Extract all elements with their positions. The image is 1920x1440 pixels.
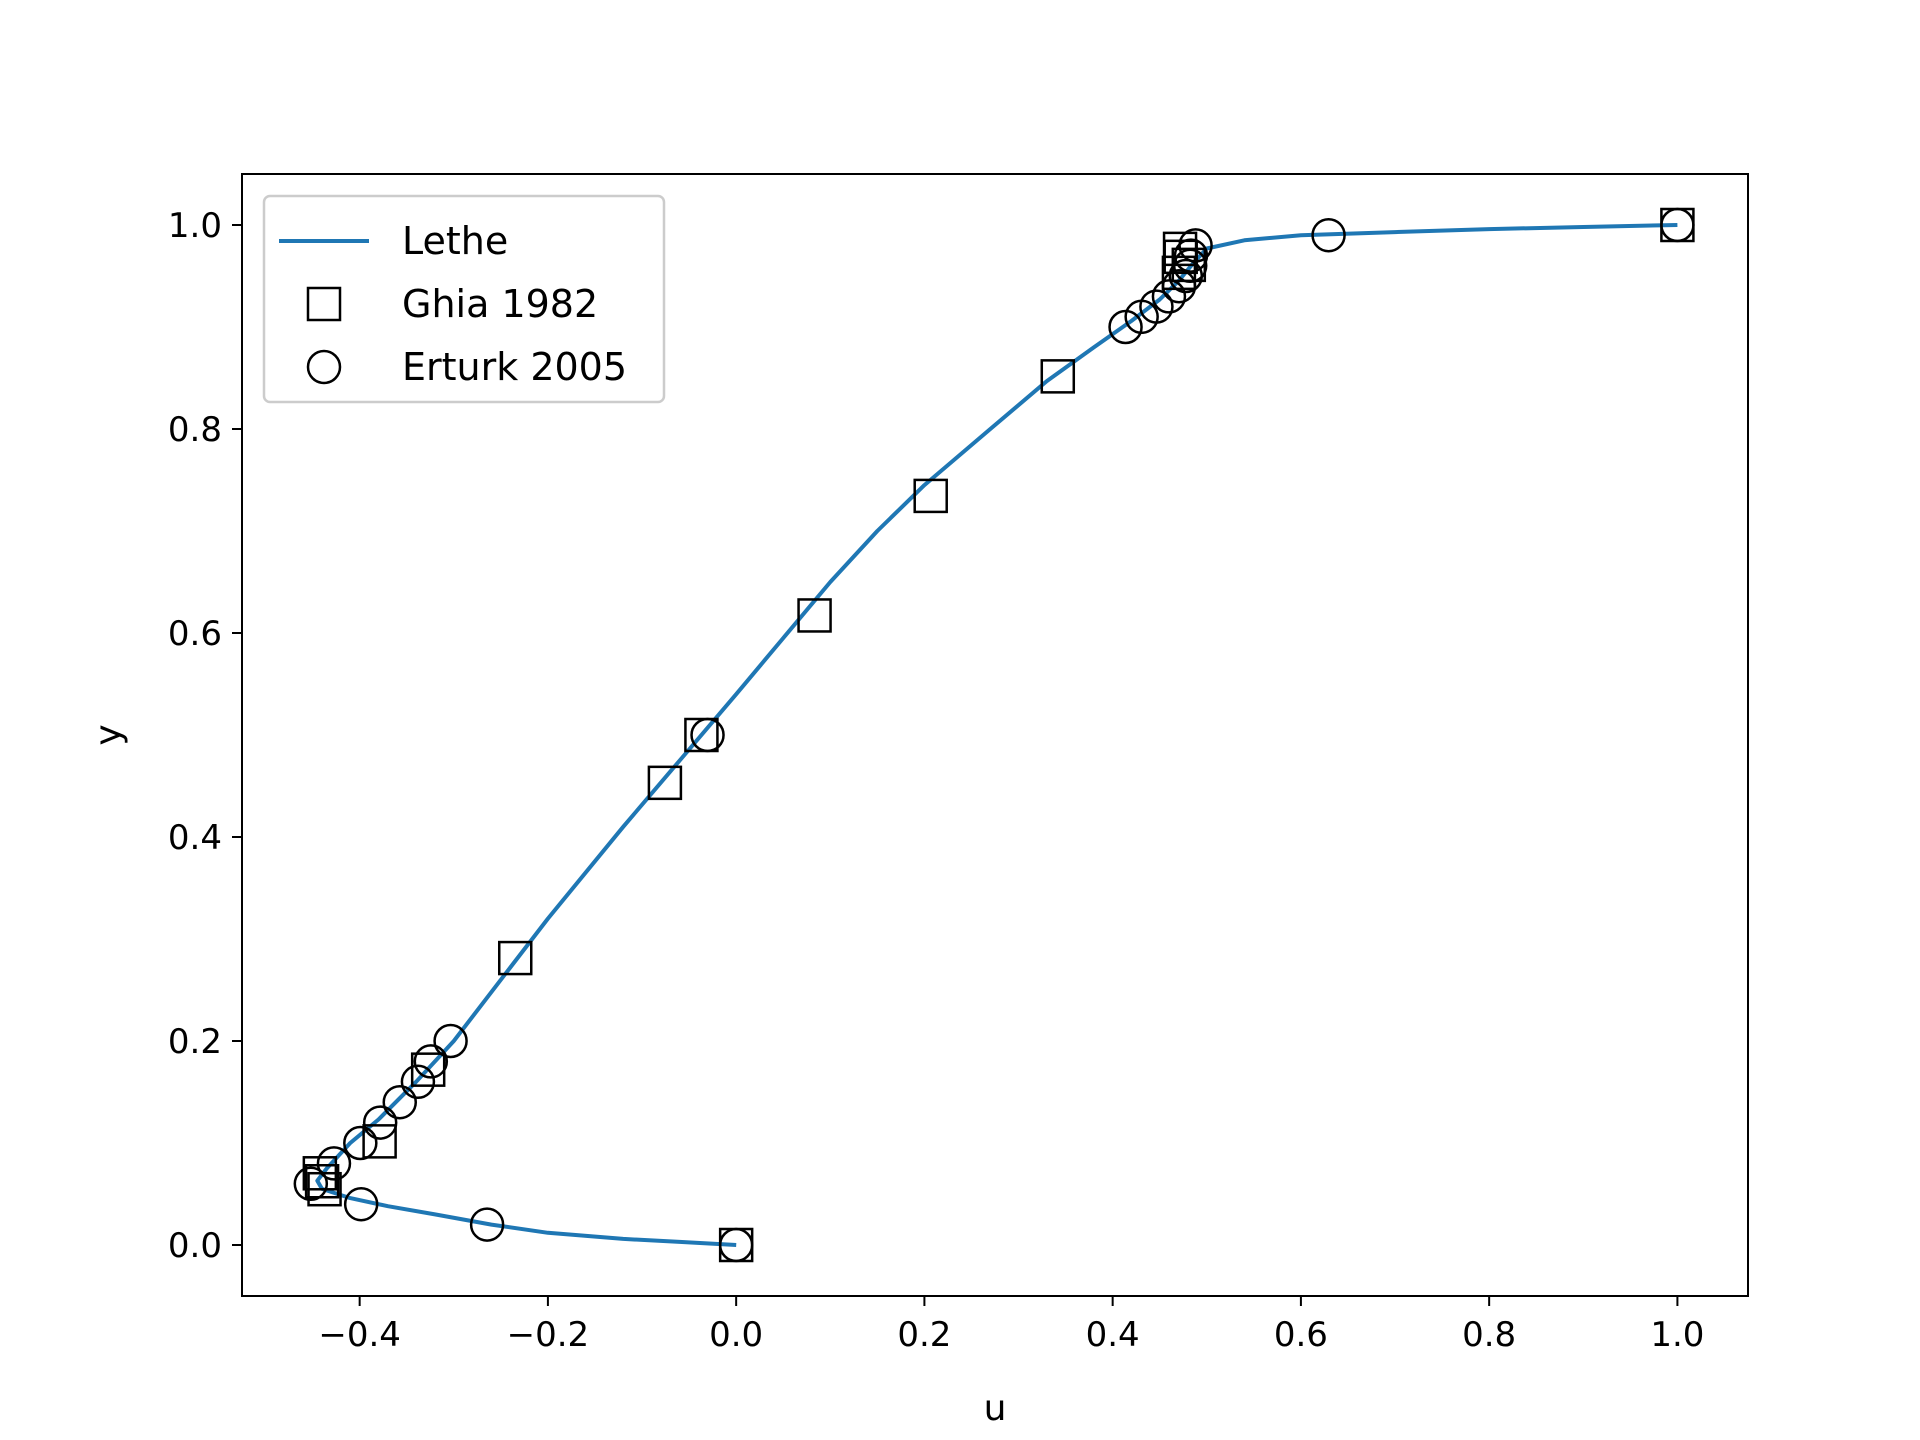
y-tick-label: 0.2 bbox=[168, 1022, 222, 1062]
x-tick-label: −0.4 bbox=[318, 1315, 401, 1355]
erturk-circle-point bbox=[400, 1064, 436, 1100]
ghia-square-point bbox=[797, 598, 832, 633]
x-tick-label: 0.4 bbox=[1086, 1315, 1140, 1355]
x-tick-label: 1.0 bbox=[1650, 1315, 1704, 1355]
y-tick-label: 1.0 bbox=[168, 206, 222, 246]
erturk-circle-point bbox=[1161, 268, 1197, 304]
markers-layer bbox=[293, 207, 1695, 1263]
erturk-circle-point bbox=[718, 1227, 754, 1263]
y-tick-label: 0.0 bbox=[168, 1226, 222, 1266]
x-tick-label: 0.8 bbox=[1462, 1315, 1516, 1355]
erturk-circle-point bbox=[293, 1166, 329, 1202]
legend-entry-lethe: Lethe bbox=[279, 219, 508, 263]
x-tick-label: 0.6 bbox=[1274, 1315, 1328, 1355]
ghia-square-point bbox=[647, 765, 683, 801]
y-tick-label: 0.4 bbox=[168, 818, 222, 858]
legend-entry-ghia-1982: Ghia 1982 bbox=[306, 282, 598, 326]
legend-label-ghia-1982: Ghia 1982 bbox=[402, 282, 598, 326]
erturk-circle-point bbox=[382, 1084, 418, 1120]
x-tick-label: −0.2 bbox=[507, 1315, 590, 1355]
erturk-circle-point bbox=[413, 1044, 449, 1079]
y-tick-label: 0.6 bbox=[168, 614, 222, 654]
y-axis: 0.0 0.2 0.4 0.6 0.8 1.0 bbox=[168, 206, 242, 1266]
erturk-circle-point bbox=[1168, 258, 1204, 294]
erturk-circle-point bbox=[1108, 309, 1143, 345]
legend-circle-marker bbox=[306, 349, 342, 385]
erturk-circle-point bbox=[343, 1186, 379, 1222]
erturk-circle-point bbox=[362, 1105, 398, 1140]
ghia-square-point bbox=[497, 940, 533, 976]
erturk-circle-point bbox=[433, 1023, 468, 1059]
y-axis-label: y bbox=[88, 724, 129, 745]
x-axis: −0.4 −0.2 0.0 0.2 0.4 0.6 0.8 1.0 bbox=[318, 1296, 1704, 1355]
ghia-square-point bbox=[362, 1124, 397, 1159]
x-axis-label: u bbox=[984, 1388, 1007, 1429]
erturk-circle-point bbox=[1151, 279, 1187, 314]
erturk-circle-point bbox=[316, 1146, 352, 1181]
ghia-square-point bbox=[1040, 359, 1076, 394]
x-tick-label: 0.0 bbox=[709, 1315, 763, 1355]
legend-square-marker bbox=[306, 286, 342, 322]
x-tick-label: 0.2 bbox=[897, 1315, 951, 1355]
ghia-square-point bbox=[1161, 255, 1197, 291]
ghia-square-point bbox=[307, 1171, 342, 1207]
legend-box bbox=[262, 194, 666, 404]
plot-area-frame bbox=[241, 173, 1749, 1297]
legend-label-lethe: Lethe bbox=[402, 219, 508, 263]
ghia-square-point bbox=[913, 478, 948, 514]
erturk-circle-point bbox=[1311, 217, 1346, 253]
legend-entry-erturk-2005: Erturk 2005 bbox=[306, 345, 627, 389]
ghia-square-point bbox=[304, 1164, 340, 1199]
erturk-circle-point bbox=[1660, 207, 1695, 243]
legend: Lethe Ghia 1982 Erturk 2005 bbox=[262, 194, 666, 404]
erturk-circle-point bbox=[1173, 238, 1209, 273]
erturk-circle-point bbox=[469, 1207, 505, 1242]
erturk-circle-point bbox=[343, 1125, 378, 1161]
erturk-circle-point bbox=[690, 717, 725, 753]
y-tick-label: 0.8 bbox=[168, 410, 222, 450]
legend-label-erturk-2005: Erturk 2005 bbox=[402, 345, 627, 389]
